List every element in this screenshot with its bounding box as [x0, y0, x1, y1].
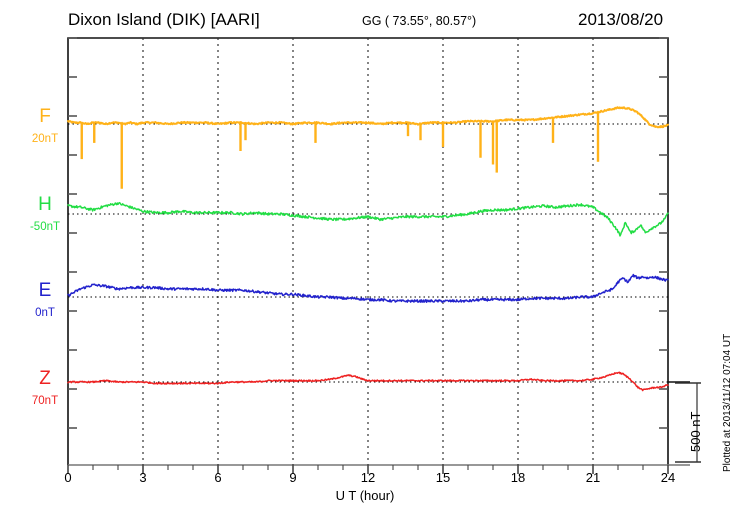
- plotted-at-timestamp: Plotted at 2013/11/12 07:04 UT: [722, 333, 730, 472]
- scale-bar-label: 500 nT: [688, 411, 703, 452]
- component-label-F: F: [39, 106, 51, 127]
- x-tick-9: 9: [289, 470, 297, 485]
- component-unit-H: -50nT: [29, 221, 61, 233]
- component-label-Z: Z: [39, 368, 51, 389]
- trace-E: [67, 273, 669, 303]
- component-label-E: E: [38, 280, 52, 301]
- trace-F: [67, 106, 669, 129]
- component-unit-Z: 70nT: [31, 395, 59, 407]
- component-unit-E: 0nT: [35, 307, 55, 319]
- x-tick-3: 3: [139, 470, 147, 485]
- page-title: Dixon Island (DIK) [AARI]: [68, 10, 260, 29]
- geographic-coordinates: GG ( 73.55°, 80.57°): [362, 14, 477, 28]
- x-tick-21: 21: [585, 470, 601, 485]
- x-axis-title: U T (hour): [335, 488, 395, 503]
- x-tick-6: 6: [214, 470, 222, 485]
- x-tick-24: 24: [660, 470, 676, 485]
- trace-H: [67, 201, 669, 237]
- x-tick-15: 15: [435, 470, 451, 485]
- x-tick-12: 12: [360, 470, 376, 485]
- trace-Z: [67, 371, 669, 392]
- x-tick-0: 0: [64, 470, 72, 485]
- observation-date: 2013/08/20: [578, 10, 664, 29]
- x-tick-18: 18: [510, 470, 526, 485]
- component-label-H: H: [38, 194, 52, 215]
- component-unit-F: 20nT: [31, 133, 59, 145]
